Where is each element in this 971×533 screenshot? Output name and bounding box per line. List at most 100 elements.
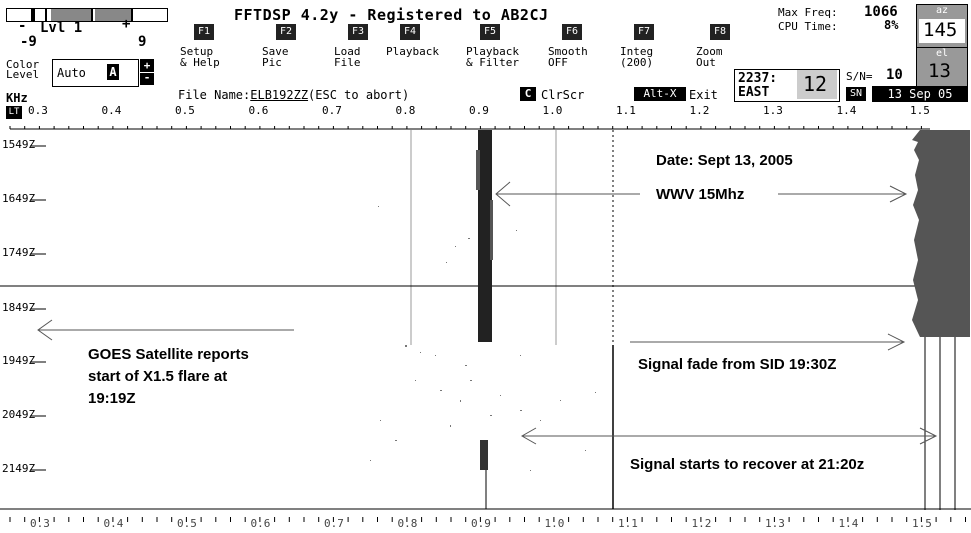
freq-tick-label: 1.5 bbox=[910, 104, 930, 117]
fade-arrow bbox=[630, 333, 906, 351]
annotation-recover: Signal starts to recover at 21:20z bbox=[630, 456, 865, 473]
wwv-arrow bbox=[495, 181, 908, 207]
time-label: 1849Z bbox=[2, 301, 36, 314]
color-level-down-button[interactable]: - bbox=[140, 72, 154, 85]
file-name-input[interactable]: ELB192ZZ bbox=[250, 88, 309, 102]
annotation-date: Date: Sept 13, 2005 bbox=[656, 152, 793, 169]
az-label: az bbox=[936, 5, 949, 16]
noise-speckle bbox=[370, 206, 596, 471]
fkey-f5-label-1: Playback bbox=[466, 45, 519, 58]
level-max: 9 bbox=[138, 34, 147, 50]
annotation-fade: Signal fade from SID 19:30Z bbox=[638, 356, 837, 373]
bottom-ruler bbox=[9, 517, 966, 522]
sn-label: S/N= bbox=[846, 70, 873, 83]
az-value: 145 bbox=[923, 19, 958, 41]
color-level-up-button[interactable]: + bbox=[140, 59, 154, 72]
bottom-freq-tick-label: 0.7 bbox=[324, 517, 344, 530]
fkey-f2-button[interactable]: F2 Save Pic bbox=[262, 24, 332, 74]
time-label: 2149Z bbox=[2, 462, 36, 475]
sn-value: 10 bbox=[886, 67, 903, 83]
fkey-f4-key: F4 bbox=[400, 24, 420, 40]
cpu-value: 8% bbox=[884, 18, 899, 32]
fkey-f5-label-2: & Filter bbox=[466, 56, 519, 69]
max-freq-value: 1066 bbox=[864, 4, 898, 20]
color-level-label-2: Level bbox=[6, 68, 40, 81]
az-value-box bbox=[919, 19, 965, 43]
exit-key[interactable]: Alt-X bbox=[634, 87, 686, 101]
toolbar: - Lvl 1 + -9 9 Color Level Auto A + - FF… bbox=[0, 0, 971, 119]
freq-tick-label: 0.7 bbox=[322, 104, 342, 117]
time-ticks bbox=[30, 145, 46, 471]
bottom-freq-tick-label: 0.9 bbox=[471, 517, 491, 530]
color-level-label: Color Level bbox=[6, 58, 40, 81]
axis-unit: KHz bbox=[6, 91, 28, 105]
annotation-goes-3: 19:19Z bbox=[88, 390, 136, 407]
time-label: 1749Z bbox=[2, 246, 36, 259]
level-plus[interactable]: + bbox=[122, 16, 131, 32]
fkey-f3-key: F3 bbox=[348, 24, 368, 40]
freq-tick-label: 1.2 bbox=[689, 104, 710, 117]
fkey-f4-label-1: Playback bbox=[386, 45, 439, 58]
freq-tick-label: 1.3 bbox=[763, 104, 783, 117]
bottom-freq-tick-label: 1.3 bbox=[765, 517, 785, 530]
fkey-f6-key: F6 bbox=[562, 24, 582, 40]
fkey-f3-label-1: Load bbox=[334, 45, 361, 58]
time-label: 2049Z bbox=[2, 408, 36, 421]
time-label: 1549Z bbox=[2, 138, 36, 151]
bottom-freq-tick-label: 0.4 bbox=[103, 517, 124, 530]
level-bar[interactable] bbox=[6, 8, 168, 22]
goes-arrow bbox=[37, 319, 294, 341]
location-num: 12 bbox=[803, 72, 828, 96]
fkey-f7-label-2: (200) bbox=[620, 56, 654, 69]
freq-tick-label: 1.1 bbox=[616, 104, 636, 117]
file-name-label: File Name: bbox=[178, 88, 251, 102]
fkey-f8-button[interactable]: F8 Zoom Out bbox=[696, 24, 766, 74]
az-panel: az 145 bbox=[916, 4, 968, 50]
bottom-freq-tick-label: 0.5 bbox=[177, 517, 197, 530]
el-panel: el 13 bbox=[916, 47, 968, 87]
fkey-f2-label-2: Pic bbox=[262, 56, 282, 69]
location-panel[interactable]: 2237: EAST 12 bbox=[734, 69, 840, 102]
cpu-label: CPU Time: bbox=[778, 20, 838, 33]
freq-tick-label: 1.4 bbox=[836, 104, 857, 117]
fkey-f8-key: F8 bbox=[710, 24, 730, 40]
time-label: 1649Z bbox=[2, 192, 36, 205]
sn-button[interactable]: SN bbox=[846, 87, 866, 101]
lt-button[interactable]: LT bbox=[6, 106, 22, 119]
time-label: 1949Z bbox=[2, 354, 36, 367]
color-level-label-1: Color bbox=[6, 58, 40, 71]
color-level-mode[interactable]: Auto A bbox=[52, 59, 139, 87]
fkey-f1-label-1: Setup bbox=[180, 45, 214, 58]
freq-tick-label: 0.4 bbox=[101, 104, 122, 117]
fkey-f2-key: F2 bbox=[276, 24, 296, 40]
recover-arrow bbox=[520, 427, 938, 445]
fkey-f8-label-1: Zoom bbox=[696, 45, 723, 58]
fkey-f5-button[interactable]: F5 Playback & Filter bbox=[466, 24, 536, 74]
fkey-f6-label-1: Smooth bbox=[548, 45, 588, 58]
clear-screen-label[interactable]: ClrScr bbox=[541, 88, 585, 102]
freq-tick-label: 0.5 bbox=[175, 104, 195, 117]
annotation-wwv: WWV 15Mhz bbox=[656, 186, 745, 203]
file-name-row: File Name:ELB192ZZ(ESC to abort) bbox=[178, 88, 409, 102]
freq-tick-label: 0.9 bbox=[469, 104, 489, 117]
fkey-f6-button[interactable]: F6 Smooth OFF bbox=[548, 24, 618, 74]
fkey-f4-button[interactable]: F4 Playback bbox=[386, 24, 456, 74]
color-level-letter[interactable]: A bbox=[107, 64, 119, 80]
clear-screen-key[interactable]: C bbox=[520, 87, 536, 101]
max-freq-label: Max Freq: bbox=[778, 6, 838, 19]
exit-label[interactable]: Exit bbox=[689, 88, 718, 102]
file-name-hint: (ESC to abort) bbox=[308, 88, 410, 102]
fkey-f7-key: F7 bbox=[634, 24, 654, 40]
date-display: 13 Sep 05 bbox=[872, 86, 968, 102]
level-minus[interactable]: - bbox=[18, 18, 27, 34]
right-spectrum-trace bbox=[912, 130, 920, 337]
el-value: 13 bbox=[928, 60, 951, 82]
bottom-freq-tick-label: 1.2 bbox=[691, 517, 712, 530]
fkey-f3-label-2: File bbox=[334, 56, 361, 69]
fkey-f7-button[interactable]: F7 Integ (200) bbox=[620, 24, 690, 74]
fkey-f3-button[interactable]: F3 Load File bbox=[334, 24, 404, 74]
fkey-f1-button[interactable]: F1 Setup & Help bbox=[180, 24, 250, 74]
bottom-freq-tick-label: 1.4 bbox=[838, 517, 859, 530]
fkey-f7-label-1: Integ bbox=[620, 45, 654, 58]
